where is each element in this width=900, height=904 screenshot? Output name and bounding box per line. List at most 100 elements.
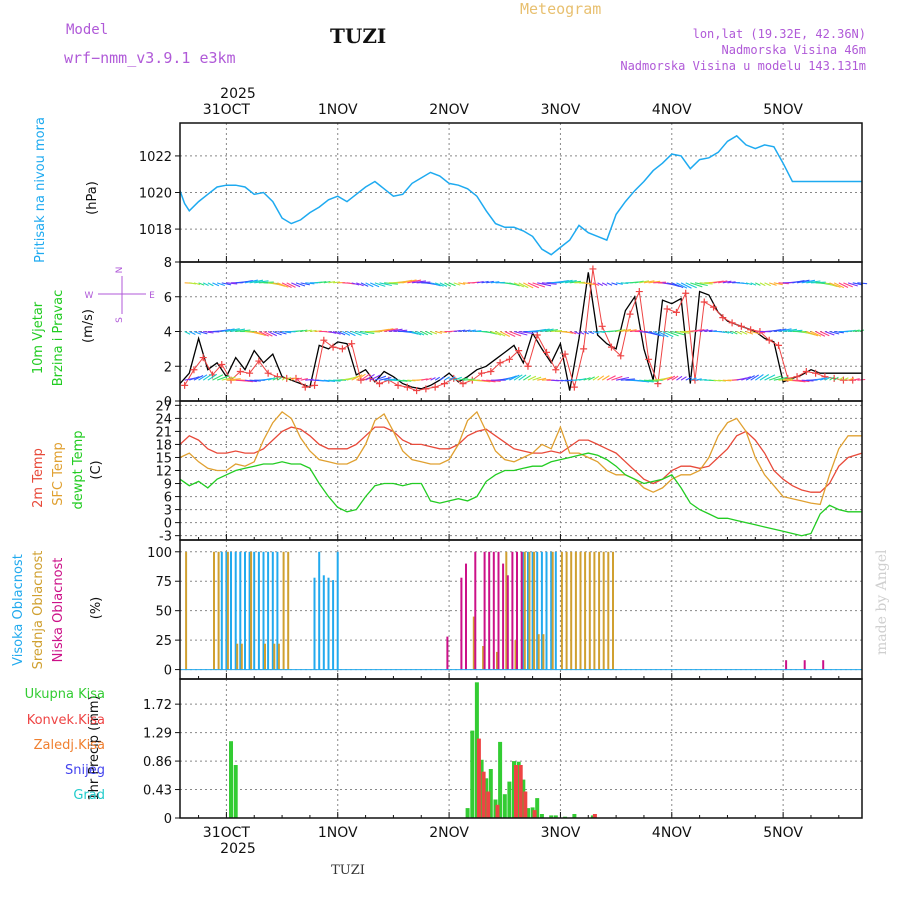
clouds-bar-niskaoblacnost-8: [502, 564, 504, 670]
clouds-ytick-label-2: 50: [155, 605, 172, 620]
wind-unit: (m/s): [81, 309, 96, 343]
wind-gust-point-37: [524, 363, 531, 370]
precipitation-bar-ukupnakisa-3: [470, 731, 474, 818]
clouds-bar-srednjaoblacnost-32: [603, 552, 605, 670]
temperature-ytick-label-9: 24: [155, 412, 172, 427]
wind-gust-point-18: [348, 340, 355, 347]
clouds-bar-srednjaoblacnost-28: [584, 552, 586, 670]
clouds-bar-srednjaoblacnost-29: [589, 552, 591, 670]
clouds-bar-niskaoblacnost-12: [521, 552, 523, 670]
temperature-ytick-label-10: 27: [155, 399, 172, 414]
wind-gust-point-39: [543, 349, 550, 356]
clouds-ytick-label-1: 25: [155, 634, 172, 649]
top-day-label-1: 1NOV: [318, 102, 358, 118]
watermark: made by Angel: [874, 549, 890, 655]
wind-arrow-2-46: [440, 377, 445, 380]
legend-total: Ukupna Kisa: [25, 687, 105, 702]
legend-hail: Grad: [73, 788, 105, 803]
model-name: wrf−nmm_v3.9.1 e3km: [64, 49, 236, 67]
clouds-bar-niskaoblacnost-5: [488, 552, 490, 670]
altitude-label: Nadmorska Visina 46m: [722, 43, 867, 57]
temp-unit: (C): [89, 460, 104, 479]
wind-gust-point-53: [673, 309, 680, 316]
sfc-title: SFC Temp: [51, 442, 66, 506]
wind-gust-point-48: [627, 311, 634, 318]
precipitation-ytick-label-4: 1.72: [143, 698, 172, 713]
clouds-bar-srednjaoblacnost-6: [250, 552, 252, 670]
clouds-bar-niskaoblacnost-0: [446, 637, 448, 670]
wind-gust-point-0: [181, 382, 188, 389]
wind-title-2: Brzina i Pravac: [51, 290, 66, 387]
precipitation-bar-konvekkisa-2: [486, 792, 490, 819]
clouds-bar-srednjaoblacnost-8: [273, 644, 275, 670]
year-label-top: 2025: [220, 86, 256, 102]
clouds-bar-srednjaoblacnost-34: [612, 552, 614, 670]
precipitation-bar-konvekkisa-7: [533, 810, 537, 818]
dewpt-title: dewpt Temp: [71, 430, 86, 509]
clouds-bar-srednjaoblacnost-33: [607, 552, 609, 670]
clouds-bar-visokaoblacnost-5: [244, 552, 246, 670]
pressure-ytick-label-2: 1022: [139, 150, 172, 165]
clouds-bar-visokaoblacnost-10: [267, 552, 269, 670]
model-label: Model: [66, 22, 108, 38]
wind-gust-point-52: [664, 305, 671, 312]
wind-gust-point-49: [636, 288, 643, 295]
clouds-bar-niskaoblacnost-15: [822, 660, 824, 669]
wind-gust-point-66: [794, 373, 801, 380]
clouds-bar-srednjaoblacnost-0: [185, 552, 187, 670]
clouds-bar-srednjaoblacnost-5: [241, 644, 243, 670]
clouds-bar-niskaoblacnost-1: [460, 578, 462, 670]
wind-gust-point-28: [441, 380, 448, 387]
temperature-ytick-label-1: 0: [164, 517, 172, 532]
bottom-day-label-4: 4NOV: [652, 825, 692, 841]
clouds-ytick-label-3: 75: [155, 575, 172, 590]
wind-ytick-label-2: 4: [164, 326, 172, 341]
wind-title-1: 10m Vjetar: [31, 301, 46, 374]
panels: 10181020102202468-3036912151821242702550…: [139, 123, 867, 827]
clouds-bar-srednjaoblacnost-23: [561, 552, 563, 670]
precipitation-bar-konvekkisa-1: [482, 772, 486, 818]
clouds-bar-niskaoblacnost-4: [484, 552, 486, 670]
bottom-day-label-0: 31OCT: [203, 825, 251, 841]
clouds-bar-visokaoblacnost-2: [230, 552, 232, 670]
precipitation-bar-ukupnakisa-0: [229, 741, 233, 818]
clouds-bar-srednjaoblacnost-24: [566, 552, 568, 670]
temperature-ytick-label-7: 18: [155, 438, 172, 453]
clouds-bar-srednjaoblacnost-31: [598, 552, 600, 670]
top-day-label-3: 3NOV: [541, 102, 581, 118]
clouds-bar-srednjaoblacnost-30: [593, 552, 595, 670]
y-axis-titles: Pritisak na nivou mora (hPa) 10m Vjetar …: [11, 117, 155, 803]
clouds-bar-srednjaoblacnost-25: [570, 552, 572, 670]
clouds-bar-srednjaoblacnost-7: [264, 644, 266, 670]
temperature-ytick-label-2: 3: [164, 504, 172, 519]
temperature-ytick-label-5: 12: [155, 465, 172, 480]
clouds-bar-srednjaoblacnost-3: [227, 552, 229, 670]
clouds-bar-srednjaoblacnost-1: [213, 552, 215, 670]
station-title: TUZI: [330, 24, 386, 48]
bottom-day-label-1: 1NOV: [318, 825, 358, 841]
wind-gust-point-17: [339, 345, 346, 352]
bottom-day-label-3: 3NOV: [541, 825, 581, 841]
clouds-bar-visokaoblacnost-7: [253, 552, 255, 670]
bottom-day-label-2: 2NOV: [429, 825, 469, 841]
clouds-bar-visokaoblacnost-16: [328, 578, 330, 670]
precipitation-bar-konvekkisa-4: [514, 765, 518, 818]
wind-ytick-label-4: 8: [164, 256, 172, 271]
meteogram-title: Meteogram: [520, 0, 601, 18]
top-day-label-4: 4NOV: [652, 102, 692, 118]
clouds-bar-niskaoblacnost-13: [785, 660, 787, 669]
precipitation-ytick-label-0: 0: [164, 812, 172, 827]
clouds-bar-srednjaoblacnost-17: [524, 552, 526, 670]
pressure-ytick-label-0: 1018: [139, 223, 172, 238]
clouds-bar-srednjaoblacnost-27: [580, 552, 582, 670]
wind-gust-point-60: [738, 323, 745, 330]
footer-station: TUZI: [331, 863, 365, 878]
legend-snow: Snijeg: [65, 763, 105, 778]
top-day-label-2: 2NOV: [429, 102, 469, 118]
clouds-bar-srednjaoblacnost-19: [533, 552, 535, 670]
